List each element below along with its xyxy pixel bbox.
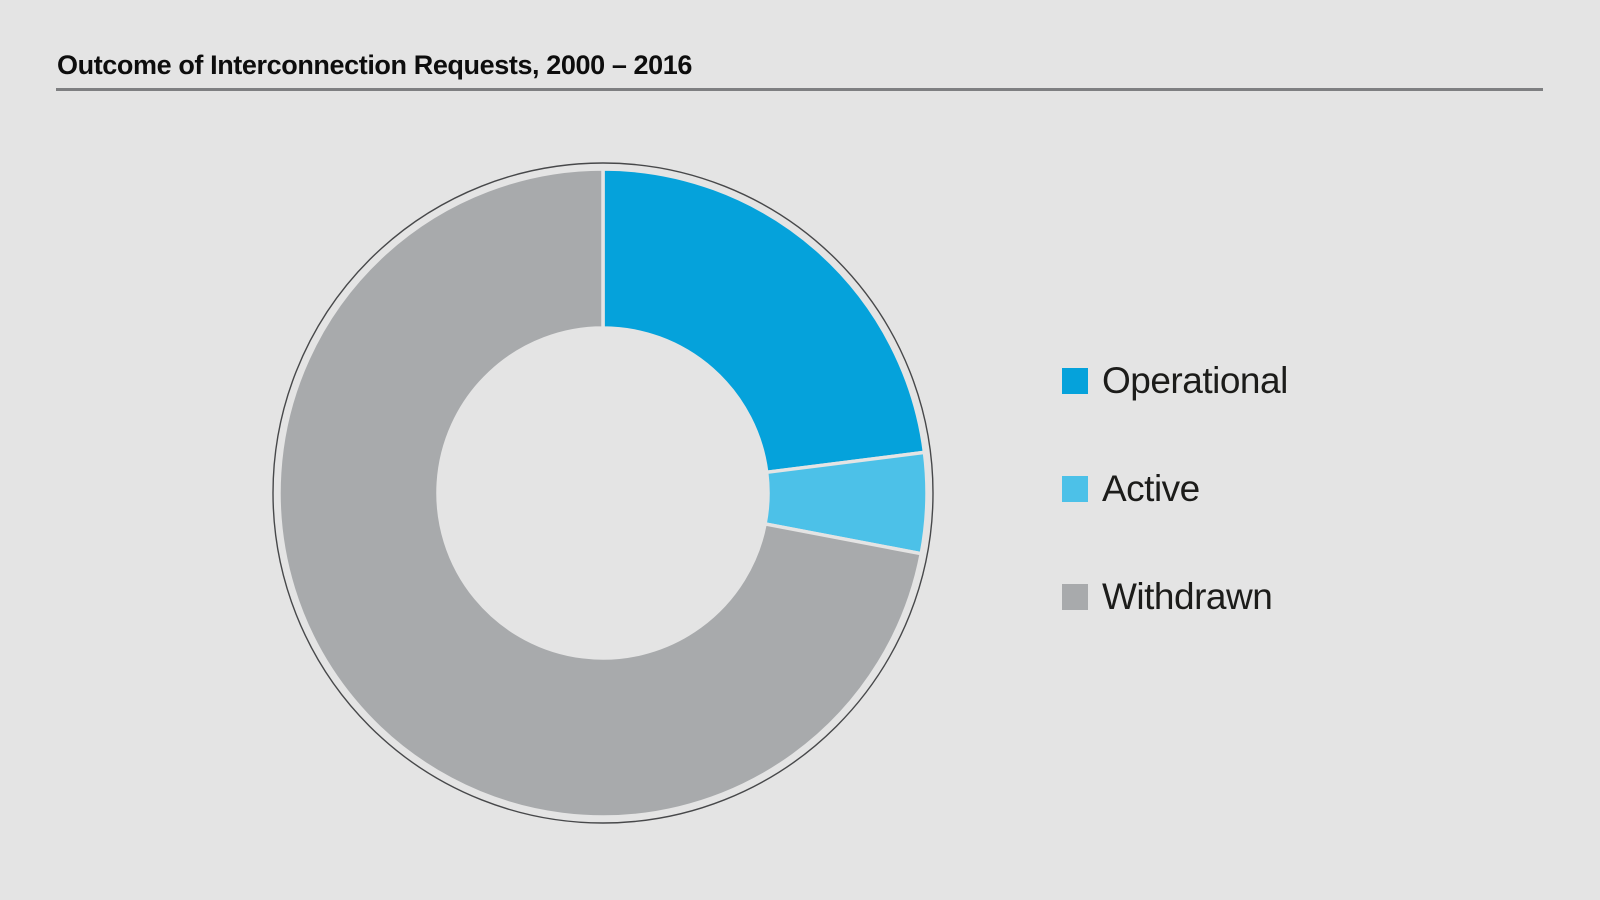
chart-title: Outcome of Interconnection Requests, 200… bbox=[57, 50, 693, 80]
legend-label-withdrawn: Withdrawn bbox=[1102, 576, 1273, 617]
donut-chart-svg bbox=[272, 162, 934, 824]
legend-label-active: Active bbox=[1102, 468, 1200, 509]
legend-item-withdrawn: Withdrawn bbox=[1062, 577, 1288, 617]
legend-item-operational: Operational bbox=[1062, 361, 1288, 401]
donut-chart bbox=[263, 153, 943, 833]
title-rule bbox=[56, 88, 1543, 91]
donut-outline-circle bbox=[272, 162, 934, 824]
legend-label-operational: Operational bbox=[1102, 360, 1288, 401]
donut-slice-operational bbox=[601, 167, 927, 475]
chart-legend: Operational Active Withdrawn bbox=[1062, 361, 1288, 617]
legend-swatch-active bbox=[1062, 476, 1088, 502]
donut-slice-withdrawn bbox=[277, 167, 924, 819]
legend-item-active: Active bbox=[1062, 469, 1288, 509]
legend-swatch-operational bbox=[1062, 368, 1088, 394]
legend-swatch-withdrawn bbox=[1062, 584, 1088, 610]
